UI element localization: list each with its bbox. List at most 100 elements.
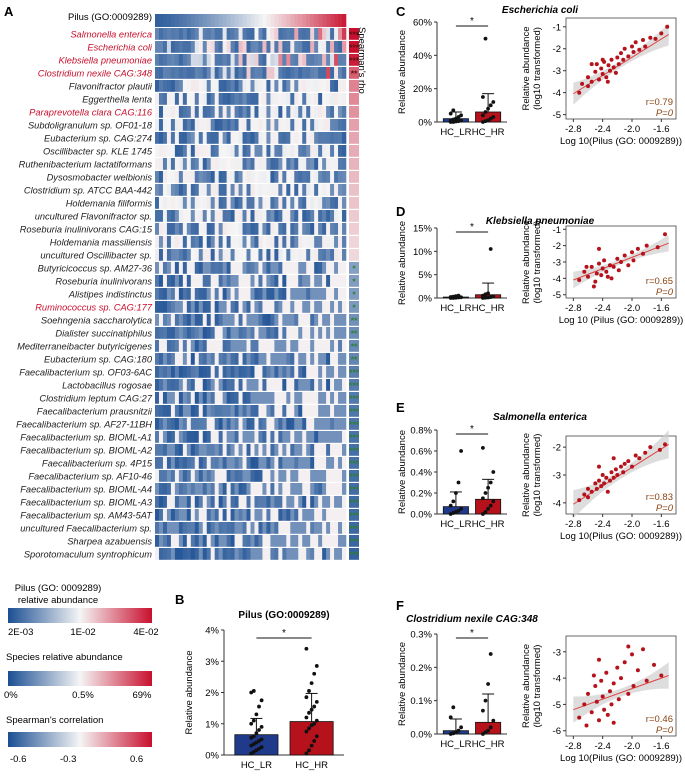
heatmap-cell: [322, 457, 327, 469]
heatmap-cell: [178, 106, 184, 118]
heatmap-cell: [218, 262, 223, 274]
heatmap-cell: [266, 184, 271, 196]
heatmap-cell: [238, 288, 243, 300]
heatmap-cell: [158, 327, 164, 339]
heatmap-sig-marker: ***: [349, 472, 360, 482]
heatmap-cell: [174, 548, 180, 560]
heatmap-cell: [186, 184, 192, 196]
heatmap-cell: [206, 236, 212, 248]
heatmap-cell: [310, 262, 315, 274]
heatmap-cell: [322, 405, 327, 417]
heatmap-cell: [250, 327, 255, 339]
heatmap-cell: [155, 405, 160, 417]
heatmap-cell: [266, 119, 271, 131]
heatmap-cell: [178, 483, 184, 495]
heatmap-cell: [306, 236, 311, 248]
heatmap-cell: [206, 223, 212, 235]
heatmap-cell: [218, 327, 223, 339]
heatmap-cell: [314, 171, 319, 183]
heatmap-pilus-cell: [322, 14, 327, 27]
heatmap-cell: [234, 132, 239, 144]
x-tick-label: HC_HR: [472, 127, 505, 138]
heatmap-cell: [310, 522, 315, 534]
heatmap-cell: [326, 210, 331, 222]
heatmap-cell: [166, 41, 172, 53]
y-tick-label: 4%: [205, 626, 219, 637]
heatmap-cell: [298, 327, 303, 339]
heatmap-rho-cell: [349, 366, 359, 378]
heatmap-cell: [234, 470, 239, 482]
heatmap-cell: [158, 340, 164, 352]
heatmap-cell: [330, 119, 335, 131]
heatmap-cell: [298, 106, 303, 118]
heatmap-cell: [334, 522, 339, 534]
heatmap-cell: [158, 171, 164, 183]
heatmap-cell: [342, 301, 347, 313]
heatmap-cell: [258, 548, 263, 560]
heatmap-cell: [326, 54, 331, 66]
heatmap-cell: [302, 119, 307, 131]
heatmap-cell: [310, 535, 315, 547]
heatmap-cell: [166, 54, 172, 66]
legend-species-title: Species relative abundance: [6, 652, 123, 663]
heatmap-cell: [178, 184, 184, 196]
heatmap-cell: [226, 67, 231, 79]
heatmap-cell: [302, 54, 307, 66]
heatmap-cell: [270, 145, 275, 157]
heatmap-cell: [242, 41, 247, 53]
heatmap-cell: [210, 470, 215, 482]
heatmap-cell: [202, 535, 208, 547]
heatmap-cell: [282, 301, 287, 313]
heatmap-cell: [254, 340, 259, 352]
heatmap-cell: [294, 353, 299, 365]
heatmap-cell: [230, 496, 235, 508]
heatmap-cell: [302, 171, 307, 183]
chart-title: Salmonella enterica: [493, 412, 587, 423]
heatmap-cell: [262, 184, 267, 196]
data-point: [481, 113, 485, 118]
data-point: [613, 70, 618, 75]
heatmap-cell: [158, 288, 164, 300]
heatmap-cell: [162, 548, 168, 560]
heatmap-cell: [210, 340, 215, 352]
heatmap-cell: [286, 444, 291, 456]
heatmap-cell: [230, 41, 235, 53]
heatmap-cell: [330, 548, 335, 560]
heatmap-cell: [202, 392, 208, 404]
heatmap-cell: [306, 483, 311, 495]
heatmap-cell: [218, 197, 223, 209]
heatmap-cell: [182, 418, 188, 430]
heatmap-cell: [182, 119, 188, 131]
heatmap-pilus-cell: [342, 14, 347, 27]
heatmap-cell: [206, 67, 212, 79]
heatmap-cell: [342, 106, 347, 118]
y-tick-label: 1%: [205, 719, 219, 730]
heatmap-cell: [230, 236, 235, 248]
heatmap-cell: [158, 379, 164, 391]
data-point: [584, 264, 589, 269]
data-point: [309, 743, 314, 748]
data-point: [602, 258, 607, 263]
heatmap-cell: [250, 210, 255, 222]
heatmap-cell: [258, 158, 263, 170]
heatmap-cell: [186, 93, 192, 105]
heatmap-cell: [155, 431, 160, 443]
heatmap-cell: [218, 54, 223, 66]
heatmap-cell: [158, 457, 164, 469]
heatmap-cell: [326, 457, 331, 469]
heatmap-cell: [330, 184, 335, 196]
heatmap-cell: [262, 288, 267, 300]
heatmap-cell: [322, 236, 327, 248]
heatmap-cell: [258, 405, 263, 417]
heatmap-cell: [218, 496, 223, 508]
heatmap-cell: [166, 119, 172, 131]
heatmap-cell: [190, 522, 196, 534]
heatmap-cell: [294, 132, 299, 144]
heatmap-cell: [330, 158, 335, 170]
heatmap-cell: [166, 249, 172, 261]
legend-spearman: Spearman's correlation -0.6 -0.3 0.6: [6, 715, 152, 765]
heatmap-cell: [218, 184, 223, 196]
heatmap-cell: [314, 509, 319, 521]
heatmap-cell: [162, 132, 168, 144]
heatmap-pilus-cell: [258, 14, 263, 27]
